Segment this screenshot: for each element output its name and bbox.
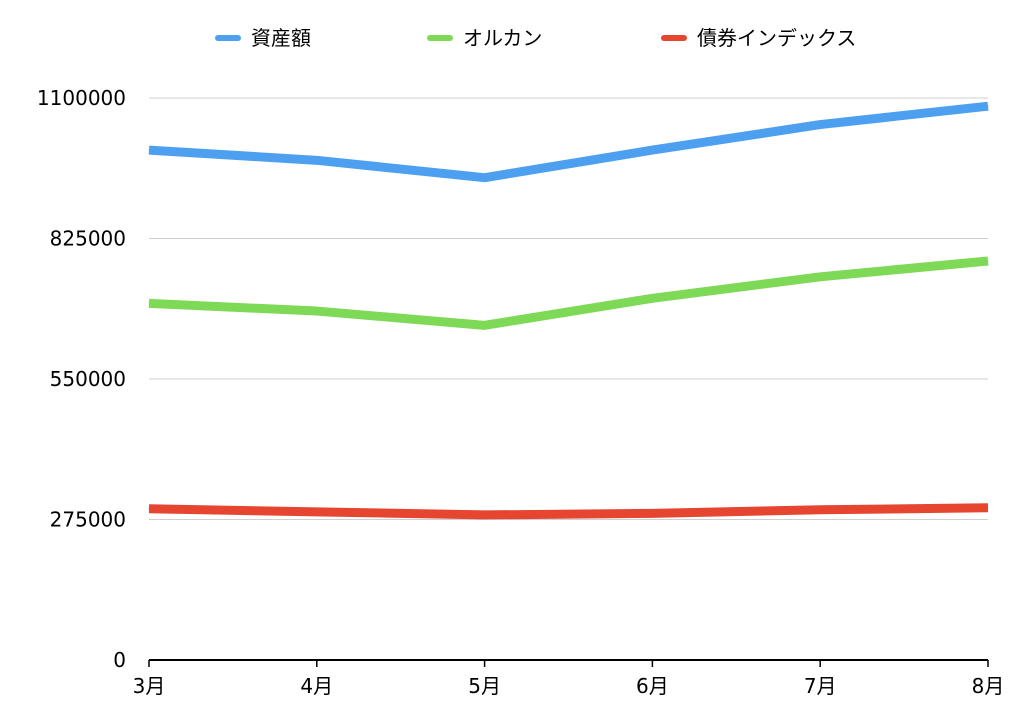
data-point <box>148 508 150 510</box>
series-lines <box>148 101 989 520</box>
x-tick-label: 7月 <box>804 674 837 698</box>
data-point <box>148 302 150 304</box>
series-line-1 <box>148 256 989 330</box>
y-tick-label: 0 <box>113 648 126 672</box>
legend-label: 債券インデックス <box>697 26 856 50</box>
y-axis: 0 275000 550000 825000 1100000 <box>37 86 126 672</box>
data-point <box>484 324 486 326</box>
x-tick-label: 4月 <box>300 674 333 698</box>
data-point <box>651 297 653 299</box>
series-line-2 <box>148 503 989 520</box>
legend-label: 資産額 <box>251 26 311 50</box>
legend: 資産額 オルカン 債券インデックス <box>215 26 856 50</box>
data-point <box>316 511 318 513</box>
y-tick-label: 1100000 <box>37 86 126 110</box>
data-point <box>651 512 653 514</box>
data-point <box>316 310 318 312</box>
data-point <box>819 124 821 126</box>
data-point <box>819 509 821 511</box>
series-line-0 <box>148 101 989 183</box>
legend-label: オルカン <box>463 26 542 50</box>
y-tick-label: 275000 <box>50 508 126 532</box>
x-tick-label: 5月 <box>468 674 501 698</box>
x-axis: 3月 4月 5月 6月 7月 8月 <box>133 659 1005 698</box>
x-tick-label: 3月 <box>133 674 166 698</box>
data-point <box>651 149 653 151</box>
data-point <box>987 260 989 262</box>
gridlines <box>149 97 988 520</box>
data-point <box>987 507 989 509</box>
y-tick-label: 550000 <box>50 367 126 391</box>
data-point <box>316 159 318 161</box>
data-point <box>484 177 486 179</box>
x-tick-label: 6月 <box>636 674 669 698</box>
data-point <box>148 149 150 151</box>
legend-item-1: オルカン <box>427 26 542 50</box>
data-point <box>819 276 821 278</box>
data-point <box>987 105 989 107</box>
legend-item-0: 資産額 <box>215 26 311 50</box>
x-tick-label: 8月 <box>972 674 1005 698</box>
data-point <box>484 514 486 516</box>
y-tick-label: 825000 <box>50 227 126 251</box>
legend-item-2: 債券インデックス <box>661 26 856 50</box>
